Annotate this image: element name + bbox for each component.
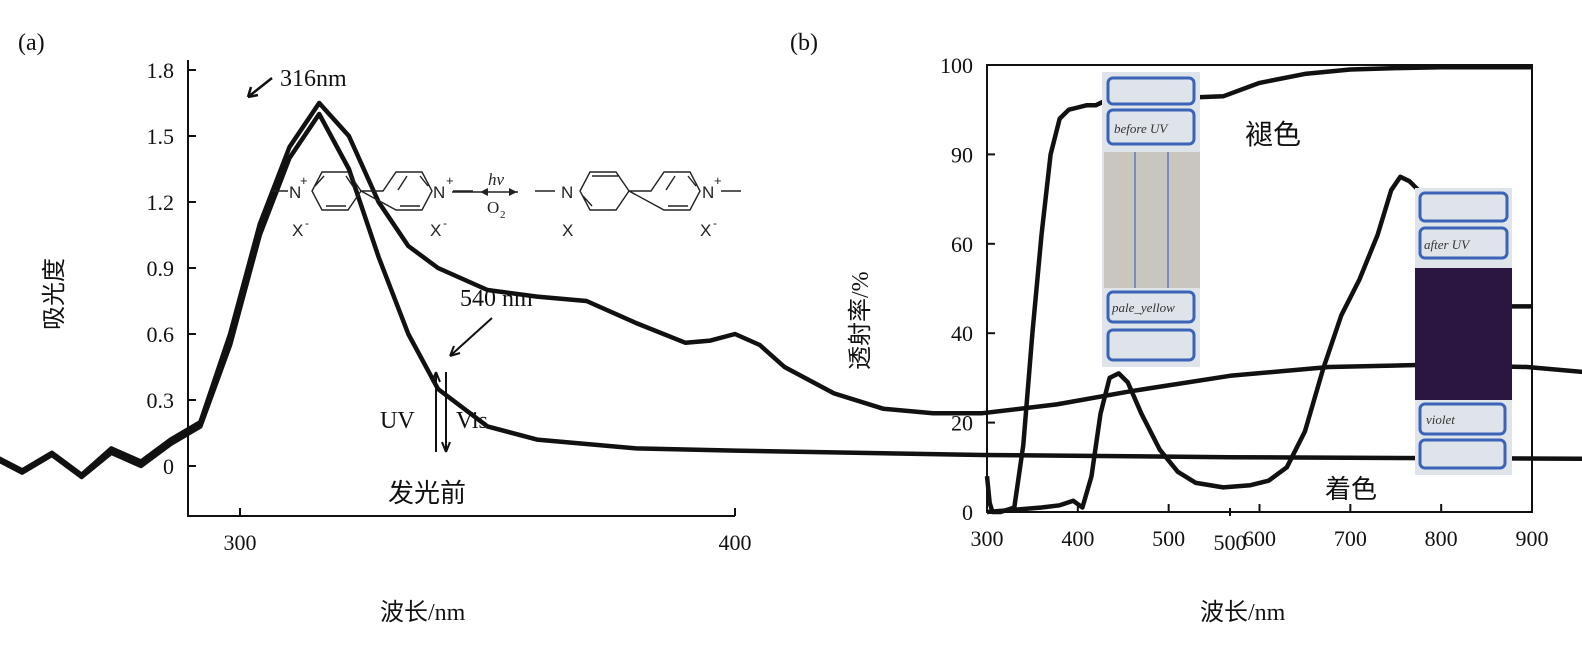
anion: X	[562, 221, 573, 240]
charge: -	[713, 216, 717, 230]
series-line-b	[986, 174, 1532, 515]
x-tick-label: 500	[1152, 526, 1185, 551]
inset-label-pale-yellow: pale_yellow	[1111, 300, 1175, 315]
y-tick-label: 100	[940, 53, 973, 78]
series-line-a	[0, 111, 1582, 480]
x-tick-label: 800	[1425, 526, 1458, 551]
y-tick-label: 0.9	[147, 256, 175, 281]
y-tick-label: 60	[951, 232, 973, 257]
annotation-colored: 着色	[1325, 475, 1377, 504]
panel-label-a: (a)	[18, 30, 45, 56]
axes-a	[187, 60, 735, 517]
y-tick-label: 0	[962, 500, 973, 525]
y-tick-label: 1.8	[147, 58, 175, 83]
x-tick-label: 900	[1516, 526, 1549, 551]
inset-label-before: before UV	[1114, 121, 1169, 136]
o2-subscript: 2	[500, 209, 506, 221]
y-tick-label: 0	[163, 454, 174, 479]
uv-vis-arrows	[431, 371, 451, 453]
y-tick-label: 40	[951, 321, 973, 346]
charge: +	[446, 173, 454, 188]
annotation-540nm: 540 nm	[460, 286, 533, 312]
annotation-uv: UV	[380, 408, 415, 434]
o2-label: O	[487, 198, 499, 217]
n-atom: N	[702, 183, 714, 202]
y-tick-label: 20	[951, 411, 973, 436]
panel-a: (a) 30040050060070080090000.30.60.91.21.…	[0, 30, 1582, 626]
n-atom: N	[433, 183, 445, 202]
y-axis-label-b: 透射率/%	[847, 271, 874, 370]
anion: X	[292, 221, 303, 240]
viologen-structure	[270, 171, 741, 211]
x-tick-label: 500	[1214, 530, 1247, 555]
n-atom: N	[561, 183, 573, 202]
charge: -	[305, 216, 309, 230]
annotation-316nm: 316nm	[280, 66, 347, 92]
x-tick-label: 400	[719, 530, 752, 555]
y-axis-label-a: 吸光度	[41, 258, 68, 330]
arrow-540nm	[449, 317, 493, 357]
sample-pale-yellow	[1104, 152, 1200, 288]
charge: +	[300, 173, 308, 188]
y-tick-label: 0.6	[147, 322, 175, 347]
reaction-scheme: N + N + N N + X - X - X X - hν O 2	[270, 170, 741, 240]
x-tick-label: 300	[971, 526, 1004, 551]
x-tick-label: 400	[1061, 526, 1094, 551]
annotation-vis: Vis	[456, 408, 488, 434]
charge: +	[714, 173, 722, 188]
x-tick-label: 700	[1334, 526, 1367, 551]
annotation-faded: 褪色	[1245, 119, 1301, 151]
panel-label-b: (b)	[790, 30, 818, 56]
x-axis-label-a: 波长/nm	[380, 599, 466, 626]
x-tick-label: 600	[1243, 526, 1276, 551]
anion: X	[700, 221, 711, 240]
inset-label-violet: violet	[1426, 412, 1455, 427]
y-tick-label: 90	[951, 142, 973, 167]
n-atom: N	[289, 183, 301, 202]
annotation-before: 发光前	[388, 479, 466, 508]
sample-violet	[1415, 268, 1512, 400]
series-line-a	[0, 100, 1582, 478]
hv-label: hν	[488, 170, 505, 189]
inset-after-uv: after UV violet	[1415, 188, 1512, 475]
anion: X	[430, 221, 441, 240]
charge: -	[443, 216, 447, 230]
y-tick-label: 0.3	[147, 388, 175, 413]
inset-label-after: after UV	[1424, 237, 1471, 252]
equilibrium-arrows	[480, 188, 517, 196]
x-tick-label: 300	[224, 530, 257, 555]
y-tick-label: 1.2	[147, 190, 175, 215]
y-tick-label: 1.5	[147, 124, 175, 149]
x-axis-label-b: 波长/nm	[1200, 599, 1286, 626]
inset-before-uv: before UV pale_yellow	[1102, 72, 1200, 367]
arrow-316nm	[246, 77, 273, 99]
